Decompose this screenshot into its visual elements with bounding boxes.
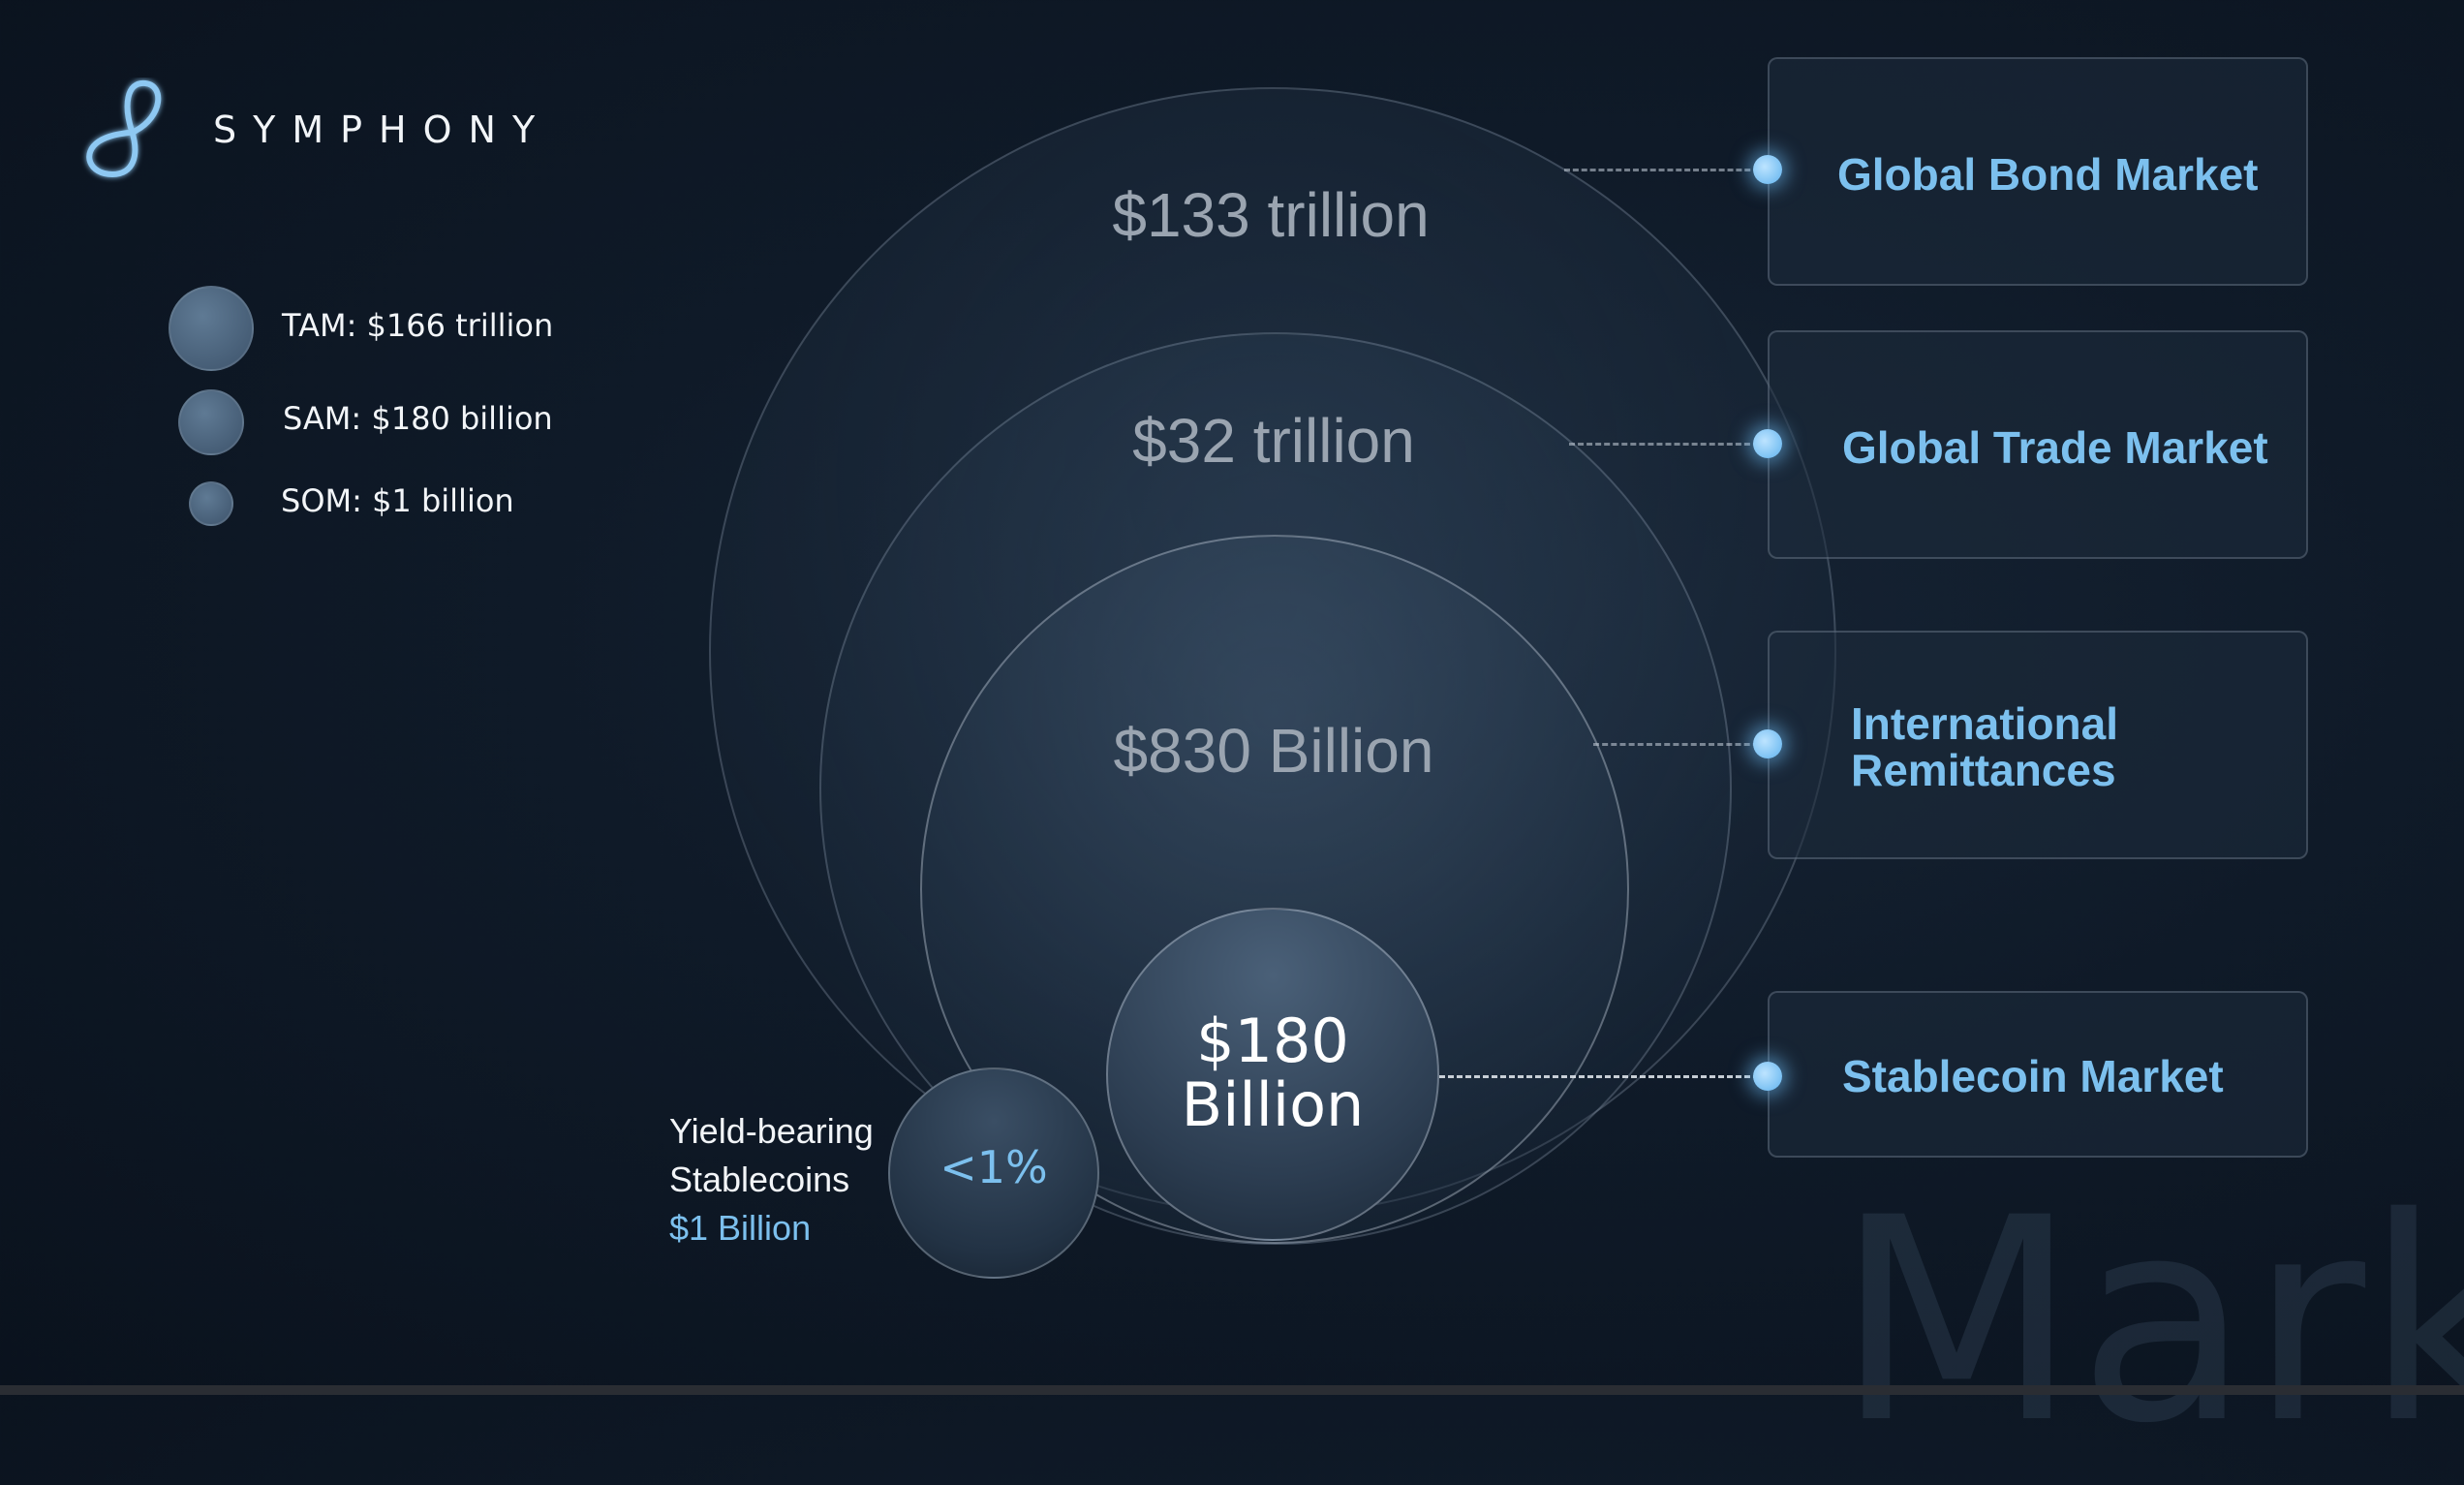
- stablecoin-value-line1: $180: [1196, 1005, 1349, 1076]
- bond-node-dot: [1753, 155, 1782, 184]
- yield-stablecoin-value: <1%: [939, 1141, 1048, 1193]
- remittance-card: International Remittances: [1768, 631, 2308, 859]
- brand-name: SYMPHONY: [213, 108, 552, 151]
- trade-market-value: $32 trillion: [1132, 406, 1415, 476]
- stablecoin-circle: [1106, 908, 1439, 1241]
- remittance-label: International Remittances: [1851, 700, 2118, 793]
- yield-stablecoin-circle: [888, 1067, 1099, 1279]
- bottom-bar: [0, 1385, 2464, 1395]
- stablecoin-value: $180 Billion: [1106, 1009, 1439, 1137]
- legend-som-label: SOM: $1 billion: [281, 482, 514, 519]
- remittance-connector-line: [1593, 743, 1768, 746]
- legend-tam-dot: [169, 286, 254, 371]
- yield-note-value: $1 Billion: [669, 1208, 812, 1248]
- remittance-node-dot: [1753, 729, 1782, 758]
- remittance-value: $830 Billion: [1113, 716, 1434, 786]
- legend-sam-dot: [178, 389, 244, 455]
- trade-market-label: Global Trade Market: [1842, 422, 2268, 473]
- stablecoin-market-card: Stablecoin Market: [1768, 991, 2308, 1158]
- legend-sam-label: SAM: $180 billion: [283, 400, 553, 437]
- bond-market-label: Global Bond Market: [1837, 149, 2259, 200]
- yield-note-line2: Stablecoins: [669, 1160, 850, 1199]
- bond-market-value: $133 trillion: [1112, 180, 1430, 250]
- remittance-label-line2: Remittances: [1851, 745, 2116, 795]
- bond-market-card: Global Bond Market: [1768, 57, 2308, 286]
- remittance-label-line1: International: [1851, 698, 2119, 749]
- trade-connector-line: [1569, 443, 1768, 446]
- stablecoin-market-label: Stablecoin Market: [1842, 1051, 2224, 1101]
- infinity-loop-icon: [86, 79, 162, 178]
- legend-som-dot: [189, 481, 233, 526]
- watermark-text: Market: [1835, 1159, 2464, 1485]
- stablecoin-node-dot: [1753, 1062, 1782, 1091]
- trade-node-dot: [1753, 429, 1782, 458]
- yield-note-line1: Yield-bearing: [669, 1111, 874, 1151]
- trade-market-card: Global Trade Market: [1768, 330, 2308, 559]
- stablecoin-connector-line: [1439, 1075, 1768, 1078]
- stablecoin-value-line2: Billion: [1181, 1069, 1365, 1140]
- bond-connector-line: [1564, 169, 1768, 171]
- legend-tam-label: TAM: $166 trillion: [282, 307, 554, 344]
- yield-note: Yield-bearing Stablecoins $1 Billion: [669, 1107, 874, 1253]
